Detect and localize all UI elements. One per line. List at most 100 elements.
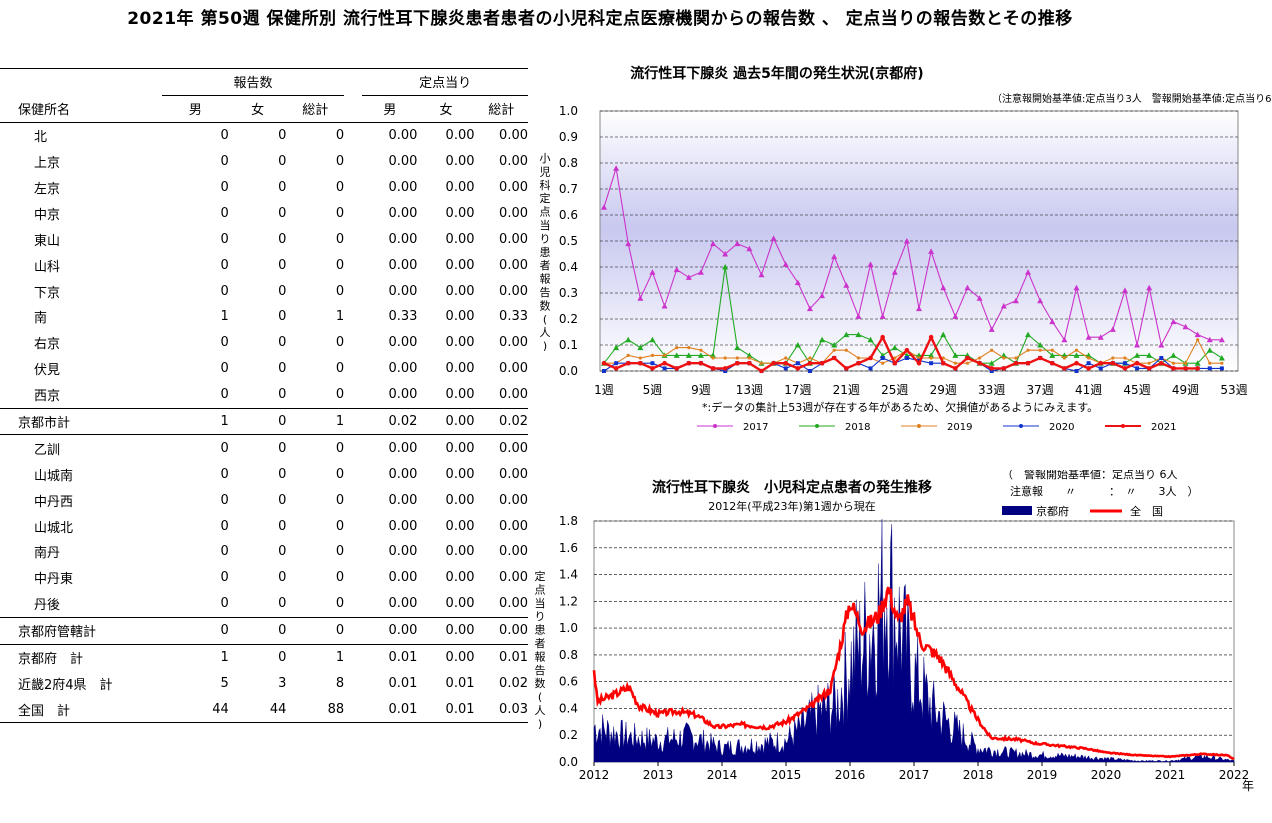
row-male: 0 [220, 154, 229, 170]
row-male: 1 [220, 650, 229, 666]
table-row: 近畿2府4県 計 5 3 8 0.01 0.01 0.02 [0, 670, 528, 696]
row-female: 0 [228, 381, 287, 409]
chart1-point [1207, 366, 1212, 371]
chart1-ylabel-char: り [540, 232, 551, 245]
chart1-point [856, 360, 861, 366]
row-total: 0 [335, 231, 345, 247]
chart1-point [1062, 366, 1067, 371]
row-name: 伏見 [34, 363, 61, 379]
row-female: 0 [228, 408, 287, 436]
chart1-point [1135, 366, 1140, 371]
chart1-point [867, 336, 874, 343]
chart2-ylabel-char: 告 [535, 664, 546, 677]
row-pp-female: 0.00 [445, 205, 475, 221]
table-row: 北 0 0 0 0.00 0.00 0.00 [0, 122, 528, 148]
chart1-point [855, 331, 862, 338]
row-total: 0 [286, 590, 345, 618]
chart1-point [928, 248, 935, 254]
row-male: 0 [220, 257, 229, 273]
chart1-point [880, 356, 885, 360]
table-row: 西京 0 0 0 0.00 0.00 0.00 [0, 381, 528, 409]
chart1-point [964, 284, 971, 291]
chart1-legend-label: 2019 [947, 422, 972, 433]
col-header-name: 保健所名 [0, 95, 162, 123]
chart1-point [1049, 360, 1055, 366]
chart1-subtitle: （注意報開始基準値:定点当り3人 警報開始基準値:定点当り6人） [992, 92, 1272, 105]
row-pp-female: 0.00 [445, 361, 475, 377]
chart1-point [1087, 356, 1091, 360]
chart1-point [735, 356, 739, 360]
row-male: 0 [220, 570, 229, 586]
chart1-point [988, 360, 995, 366]
row-male: 0 [220, 283, 229, 299]
table-row: 中京 0 0 0 0.00 0.00 0.00 [0, 200, 528, 226]
row-male: 44 [161, 696, 229, 724]
chart1-xtick-label: 21週 [833, 383, 860, 397]
chart1-ytick-label: 0.6 [559, 208, 578, 222]
chart1-ylabel-char: 定 [540, 191, 551, 205]
chart1-xtick-label: 33週 [978, 383, 1005, 397]
row-total: 0 [335, 154, 345, 170]
chart1-point [1038, 348, 1042, 352]
chart1-ylabel-char: ) [543, 340, 547, 353]
chart2-ylabel-char: 患 [535, 624, 546, 637]
chart2-xtick-label: 2015 [771, 768, 802, 782]
row-name: 南丹 [34, 546, 61, 562]
chart2-xtick-label: 2019 [1027, 768, 1058, 782]
chart1-point [929, 361, 934, 366]
chart1-point [1013, 360, 1019, 366]
row-pp-male: 0.00 [362, 381, 418, 409]
chart1-point [699, 348, 703, 352]
chart1-point [1170, 352, 1177, 358]
row-pp-total: 0.00 [474, 590, 528, 618]
chart1-point [662, 353, 667, 357]
row-pp-male: 0.02 [362, 408, 418, 436]
chart1-point [1073, 284, 1080, 291]
row-female: 0 [278, 154, 287, 170]
row-name: 中京 [34, 207, 61, 223]
chart1-point [843, 282, 850, 288]
row-pp-male: 0.00 [362, 590, 418, 618]
chart2-xtick-label: 2016 [835, 768, 866, 782]
chart1-point [831, 355, 837, 361]
chart1-point [1111, 356, 1115, 360]
row-pp-male: 0.00 [388, 154, 418, 170]
row-name: 乙訓 [34, 442, 61, 458]
row-name: 京都市計 [0, 408, 162, 436]
chart1-point [1171, 361, 1176, 365]
chart1-point [953, 366, 958, 371]
row-pp-female: 0.00 [445, 154, 475, 170]
chart1-ylabel-char: 当 [540, 218, 551, 232]
table-row: 南 1 0 1 0.33 0.00 0.33 [0, 304, 528, 330]
row-name: 中丹西 [34, 494, 74, 510]
row-total: 0 [335, 466, 345, 482]
chart2-xunit: 年 [1242, 779, 1254, 793]
chart1-point [698, 360, 704, 366]
chart1-point [844, 348, 848, 352]
row-female: 44 [228, 696, 287, 724]
chart1-point [916, 360, 922, 366]
chart1-ylabel-char: 人 [540, 326, 551, 339]
chart1-ytick-label: 0.1 [559, 338, 578, 352]
chart1-point [783, 360, 789, 366]
chart1-point [1208, 361, 1212, 365]
chart1-series-line-2019 [604, 338, 1222, 364]
row-female: 0 [278, 335, 287, 351]
chart1-point [1085, 334, 1092, 340]
chart1-point [855, 313, 862, 319]
chart2-ylabel-char: 数 [535, 677, 546, 690]
table-row: 京都府管轄計 0 0 0 0.00 0.00 0.00 [0, 617, 528, 645]
chart1-point [819, 292, 826, 299]
col-header-female: 女 [228, 94, 287, 123]
chart1-point [928, 352, 935, 358]
chart1-point [989, 369, 994, 373]
row-total: 0 [335, 205, 345, 221]
row-total: 8 [335, 675, 345, 691]
chart1-point [662, 366, 667, 371]
chart1-point [1196, 338, 1200, 342]
chart1-point [722, 366, 728, 371]
chart1-point [650, 361, 655, 366]
row-pp-total: 0.00 [499, 518, 528, 534]
chart1-point [868, 366, 873, 371]
row-female: 0 [278, 518, 287, 534]
